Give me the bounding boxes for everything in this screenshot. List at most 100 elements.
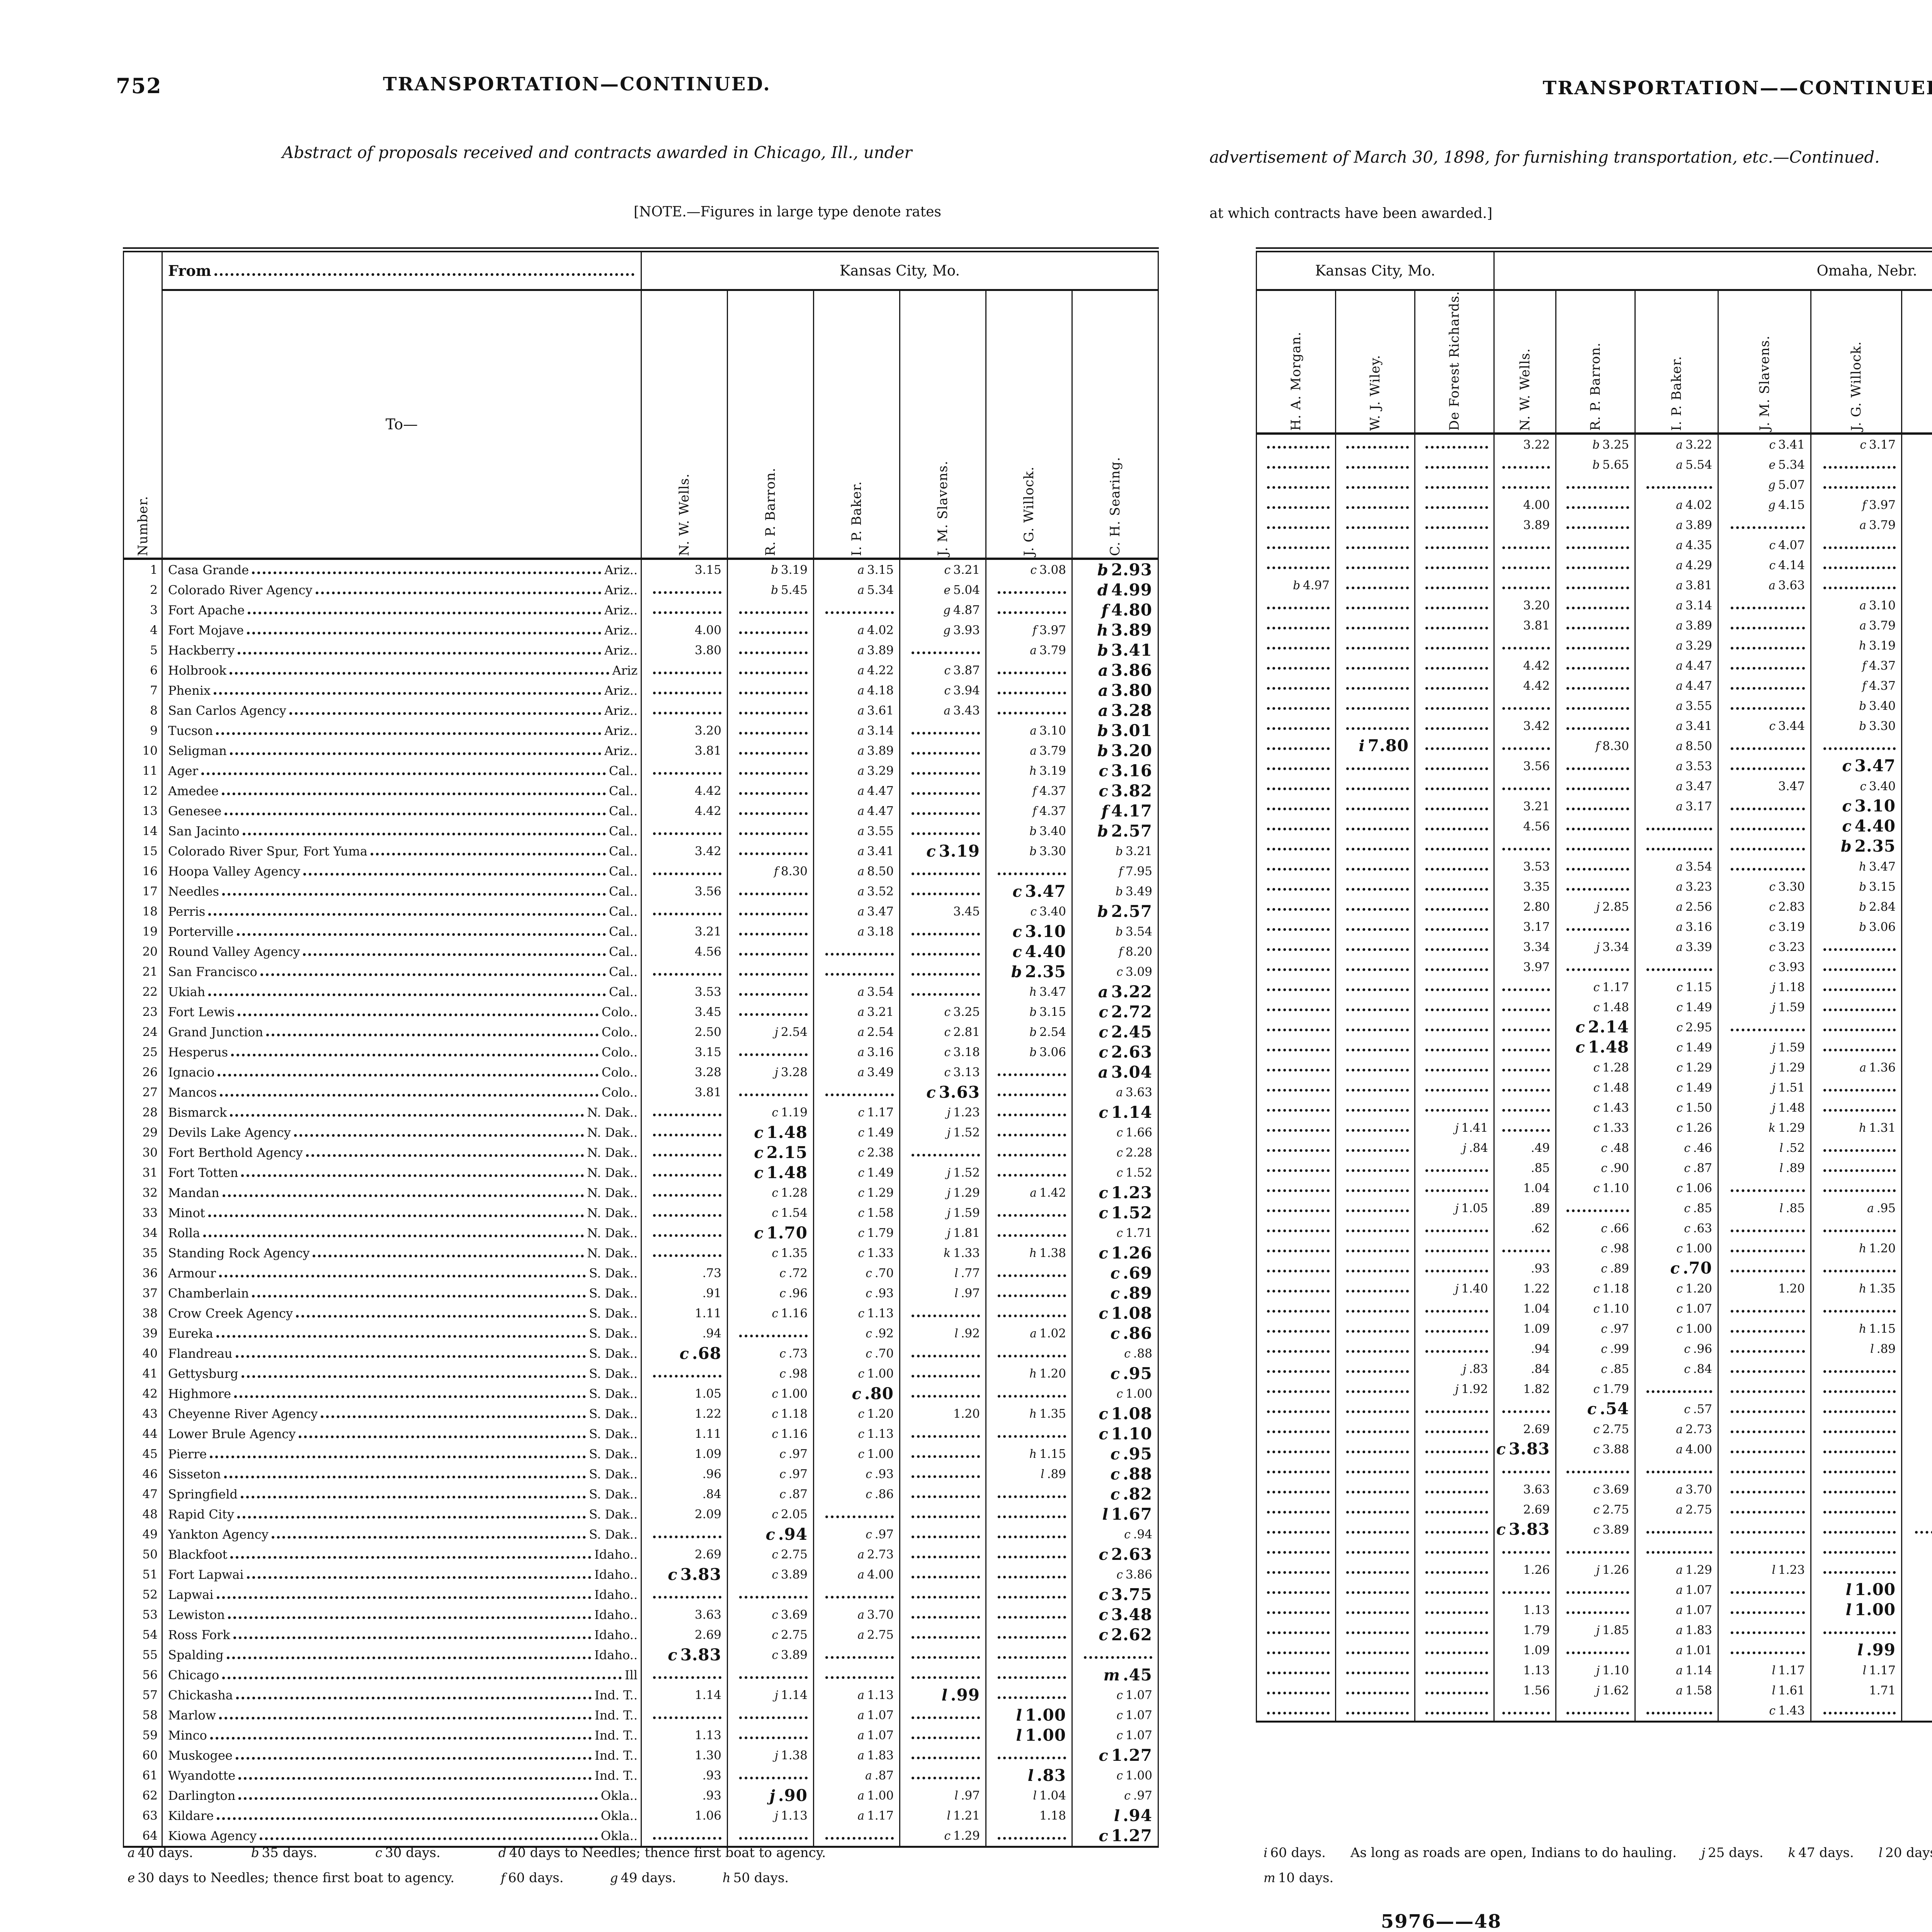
rate-cell: f4.17 — [1901, 675, 1932, 696]
bidder-column-header: J. M. Slavens. — [899, 290, 986, 559]
empty-rate-dots — [1346, 765, 1409, 770]
empty-rate-dots — [1267, 1287, 1330, 1293]
rate-value: c 3.82 — [1099, 781, 1153, 800]
empty-rate-dots — [1425, 885, 1488, 891]
rate-value: h 1.38 — [1029, 1246, 1066, 1260]
rate-cell — [985, 1223, 1073, 1243]
rate-cell — [727, 761, 814, 781]
destination-name: Lewiston — [168, 1607, 225, 1622]
destination-cell: Colorado River Spur, Fort Yuma Cal.. — [162, 841, 642, 861]
rate-cell — [1414, 1419, 1495, 1439]
empty-rate-dots — [1823, 1086, 1896, 1092]
rate-value: 3.56 — [694, 884, 721, 898]
rate-cell — [727, 1002, 814, 1022]
rate-cell — [1256, 1499, 1336, 1520]
dotted-leader — [235, 1754, 592, 1760]
rate-value: 2.69 — [1523, 1422, 1550, 1436]
empty-rate-dots — [1425, 1106, 1488, 1112]
bidder-name: J. M. Slavens. — [935, 461, 951, 556]
rate-cell — [1256, 454, 1336, 475]
rate-cell — [1335, 776, 1415, 796]
rate-cell: c 1.33 — [1555, 1117, 1636, 1138]
empty-rate-dots — [1425, 1267, 1488, 1272]
footnote-letter: j — [1463, 1141, 1466, 1155]
footnote-letter: a — [857, 1046, 864, 1059]
rate-value: h 1.20 — [1859, 1241, 1896, 1255]
rate-value: b 2.54 — [1029, 1025, 1066, 1039]
rate-value: c 1.10 — [1099, 1424, 1153, 1443]
table-row: 46 Sisseton S. Dak.. .96 c .97 c .93 l .89 c .88 — [123, 1464, 1159, 1484]
empty-rate-dots — [1425, 1528, 1488, 1534]
rate-cell: c 1.00 — [1634, 1318, 1719, 1339]
footnote-letter: j — [774, 1749, 778, 1762]
empty-rate-dots — [1083, 1653, 1153, 1659]
empty-rate-dots — [1425, 1629, 1488, 1634]
footnote-letter: c — [1676, 1000, 1683, 1014]
empty-rate-dots — [1346, 986, 1409, 991]
rate-cell — [1555, 474, 1636, 495]
rate-value: c 1.07 — [1116, 1728, 1153, 1742]
rate-value: c 3.83 — [668, 1645, 721, 1664]
rate-value: a 1.58 — [1676, 1683, 1713, 1697]
dotted-leader — [248, 609, 602, 614]
destination-name: Springfield — [168, 1487, 238, 1502]
empty-rate-dots — [1267, 925, 1330, 931]
rate-cell: c 1.49 — [1634, 1077, 1719, 1098]
rate-value: a 3.16 — [857, 1045, 894, 1059]
rate-cell: j .83 — [1414, 1359, 1495, 1379]
empty-rate-dots — [1646, 1388, 1713, 1393]
footnote-letter: c — [858, 1186, 864, 1199]
empty-rate-dots — [653, 1111, 721, 1116]
destination-name: Fort Totten — [168, 1165, 238, 1180]
bidder-name: I. P. Baker. — [849, 481, 864, 556]
footnote-letter: c — [1099, 1184, 1109, 1202]
rate-cell — [1555, 635, 1636, 656]
footnote-letter: a — [857, 764, 864, 777]
rate-cell: 3.21 — [1493, 796, 1557, 816]
rate-cell: 1.06 — [641, 1806, 728, 1826]
rate-cell — [1256, 796, 1336, 816]
footnote-letter: c — [858, 1206, 864, 1219]
rate-cell — [1555, 716, 1636, 736]
rate-cell: j 2.85 — [1555, 896, 1636, 917]
empty-rate-dots — [1346, 1548, 1409, 1554]
rate-cell — [899, 1444, 986, 1464]
destination-state: Idaho.. — [594, 1607, 638, 1622]
rate-value: a 3.16 — [1676, 920, 1713, 934]
rate-value: g 4.87 — [943, 603, 980, 617]
footnote-letter: l — [1114, 1807, 1120, 1825]
footnote-letter: c — [1684, 1362, 1690, 1376]
rate-value: .73 — [702, 1266, 721, 1280]
destination-state: Cal.. — [609, 784, 638, 798]
empty-rate-dots — [997, 1613, 1066, 1619]
footnote-letter: m — [1264, 1871, 1276, 1885]
rate-cell: c 2.75 — [727, 1544, 814, 1565]
rate-cell: 1.26 — [1493, 1560, 1557, 1580]
rate-cell: .84 — [641, 1484, 728, 1504]
footnote-letter: a — [1676, 619, 1683, 632]
empty-rate-dots — [911, 1513, 980, 1518]
empty-rate-dots — [1425, 684, 1488, 690]
empty-rate-dots — [1267, 1468, 1330, 1473]
rate-cell: j 1.92 — [1414, 1379, 1495, 1399]
rate-value: b 3.25 — [1592, 437, 1629, 452]
bidder-name: J. G. Willock. — [1021, 466, 1037, 556]
rate-value: a 1.42 — [1030, 1186, 1066, 1200]
destination-name: Amedee — [168, 784, 219, 798]
rate-value: 3.81 — [694, 1085, 721, 1099]
rate-cell: l 1.17 — [1718, 1660, 1812, 1680]
rate-cell: a 1.02 — [985, 1323, 1073, 1344]
rate-cell — [1810, 1620, 1903, 1640]
rate-cell: c3.86 — [1901, 1439, 1932, 1459]
table-row: 62 Darlington Okla.. .93 j .90 a 1.00 l .97 l 1.04 c… — [123, 1786, 1159, 1806]
empty-rate-dots — [1566, 1207, 1629, 1212]
rate-cell — [1810, 1097, 1903, 1118]
rate-cell: b3.54 — [1901, 796, 1932, 816]
footnote-letter: c — [944, 1005, 951, 1019]
rate-cell — [1634, 1519, 1719, 1540]
footnote-letter: l — [1016, 1726, 1022, 1745]
empty-rate-dots — [653, 1191, 721, 1197]
